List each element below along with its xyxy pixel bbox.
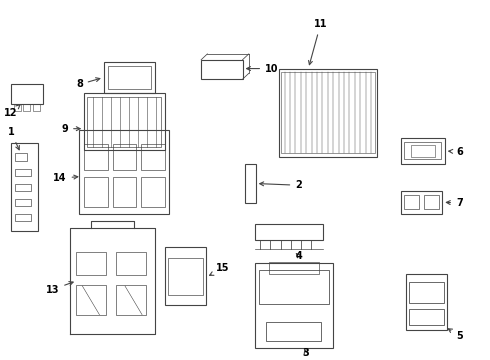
Bar [401,190,442,213]
Bar [117,285,147,315]
Bar [165,247,206,306]
Text: 14: 14 [53,173,78,183]
Bar [411,145,435,157]
Bar [14,104,21,111]
Bar [79,130,170,213]
Bar [404,195,419,210]
Bar [279,68,376,157]
Bar [15,199,31,206]
Text: 9: 9 [61,124,80,134]
Text: 12: 12 [4,105,20,118]
Text: 15: 15 [210,264,230,275]
Bar [108,66,151,89]
Bar [406,274,447,330]
Bar [117,252,147,275]
Bar [255,263,333,348]
Bar [84,93,165,150]
Bar [201,60,243,79]
Text: 7: 7 [446,198,463,208]
Bar [113,177,136,207]
Bar [255,224,323,240]
Bar [104,62,155,93]
Bar [281,72,374,153]
Bar [15,215,31,221]
Text: 10: 10 [246,64,278,73]
Bar [267,323,321,341]
Bar [33,104,40,111]
Text: 2: 2 [260,180,302,190]
Bar [15,169,31,176]
Bar [113,144,136,170]
Bar [409,309,444,325]
Bar [269,262,319,274]
Bar [404,142,441,159]
Text: 5: 5 [448,329,463,341]
Text: 8: 8 [76,78,100,90]
Bar [259,270,329,304]
Bar [245,164,256,203]
Bar [409,282,444,303]
Bar [11,143,38,231]
Bar [76,285,106,315]
Text: 4: 4 [295,251,302,261]
Bar [424,195,439,210]
Bar [84,177,108,207]
Bar [141,144,165,170]
Bar [84,144,108,170]
Bar [168,258,203,295]
Text: 1: 1 [8,127,19,150]
Bar [15,153,27,161]
Bar [87,97,161,147]
Bar [15,184,31,190]
Text: 11: 11 [309,19,327,65]
Text: 6: 6 [449,147,463,157]
Text: 13: 13 [46,282,73,294]
Bar [24,104,30,111]
Bar [76,252,106,275]
Bar [401,138,445,164]
Bar [141,177,165,207]
Bar [11,85,43,104]
Text: 3: 3 [302,348,309,358]
